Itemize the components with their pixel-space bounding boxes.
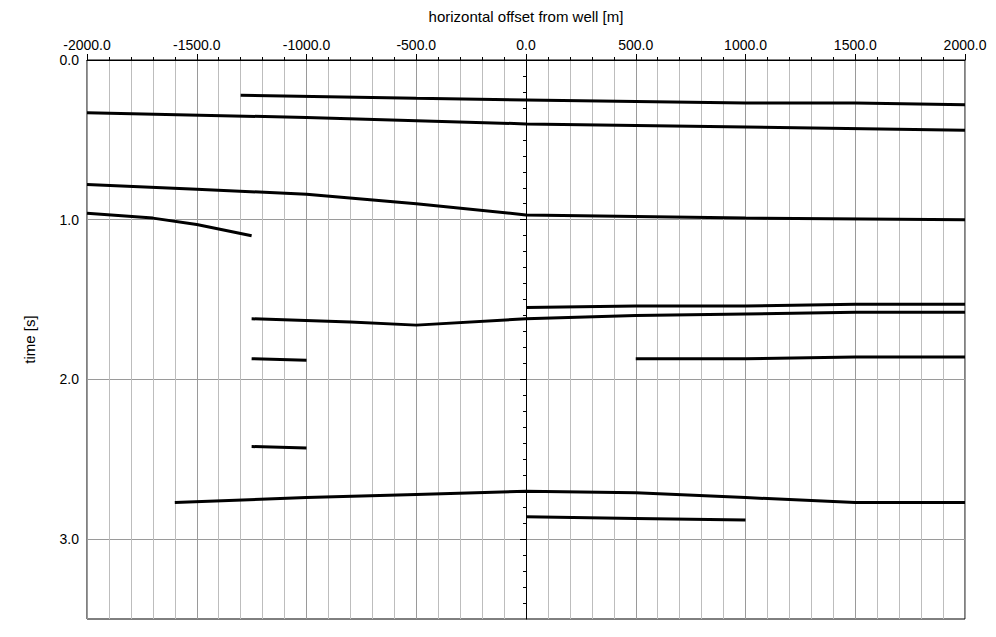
svg-text:-1500.0: -1500.0: [173, 37, 221, 53]
svg-text:1000.0: 1000.0: [724, 37, 767, 53]
svg-text:time [s]: time [s]: [21, 315, 38, 363]
svg-text:-500.0: -500.0: [396, 37, 436, 53]
svg-text:0.0: 0.0: [516, 37, 536, 53]
svg-text:horizontal offset from well [m: horizontal offset from well [m]: [429, 8, 624, 25]
svg-text:1500.0: 1500.0: [834, 37, 877, 53]
svg-text:-1000.0: -1000.0: [283, 37, 331, 53]
svg-text:0.0: 0.0: [60, 52, 80, 68]
svg-text:500.0: 500.0: [618, 37, 653, 53]
svg-text:2000.0: 2000.0: [944, 37, 987, 53]
svg-text:2.0: 2.0: [60, 371, 80, 387]
svg-text:-2000.0: -2000.0: [63, 37, 111, 53]
svg-text:3.0: 3.0: [60, 531, 80, 547]
svg-text:1.0: 1.0: [60, 212, 80, 228]
